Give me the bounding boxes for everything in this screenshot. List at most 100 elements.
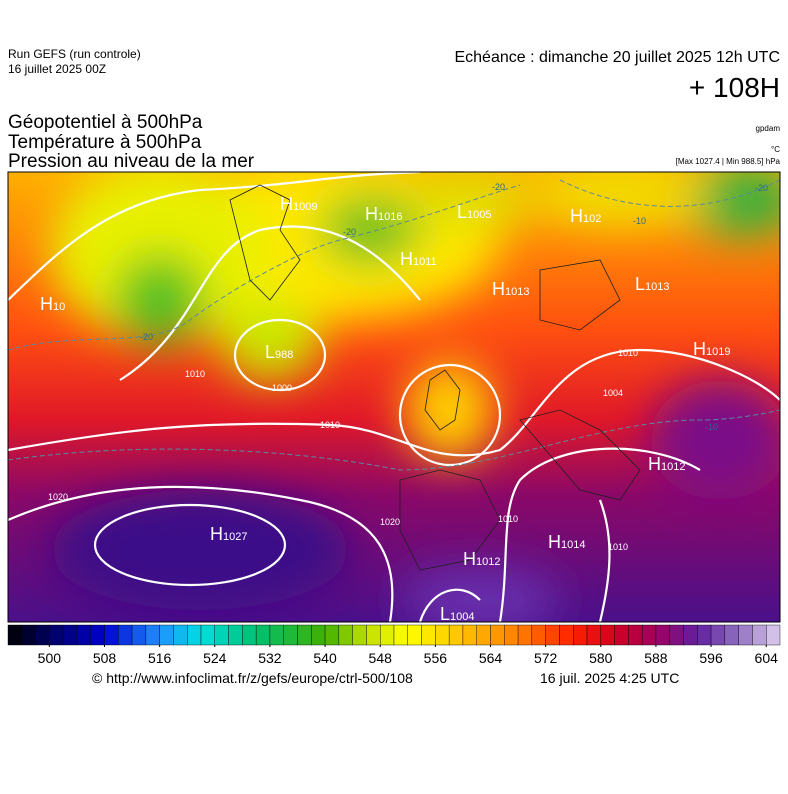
colorbar-swatch bbox=[49, 624, 64, 646]
pressure-center: H1013 bbox=[492, 279, 529, 299]
colorbar-swatch bbox=[269, 624, 284, 646]
colorbar-swatch bbox=[145, 624, 160, 646]
colorbar-swatch bbox=[159, 624, 174, 646]
center-letter: L bbox=[440, 604, 450, 624]
colorbar-swatch bbox=[545, 624, 560, 646]
colorbar-swatch bbox=[7, 624, 22, 646]
pressure-center: H1027 bbox=[210, 524, 247, 544]
colorbar-swatch bbox=[600, 624, 615, 646]
colorbar-swatch bbox=[710, 624, 726, 646]
colorbar-swatch bbox=[76, 624, 91, 646]
field: Pression au niveau de la mer bbox=[8, 151, 255, 172]
colorbar-swatch bbox=[62, 624, 78, 646]
generated: 16 juil. 2025 4:25 UTC bbox=[540, 670, 679, 686]
isobar-label: 1004 bbox=[603, 388, 623, 398]
center-value: 1027 bbox=[223, 531, 247, 543]
colorbar-swatch bbox=[21, 624, 36, 646]
colorbar-swatch bbox=[724, 624, 739, 646]
colorbar-swatch bbox=[517, 624, 533, 646]
isobar-label: 1010 bbox=[320, 420, 340, 430]
center-value: 10 bbox=[53, 301, 65, 313]
pressure-center: H1012 bbox=[463, 549, 500, 569]
colorbar-tick-label: 572 bbox=[534, 650, 558, 666]
colorbar-swatch bbox=[187, 624, 202, 646]
colorbar-swatch bbox=[697, 624, 712, 646]
colorbar-swatch bbox=[669, 624, 684, 646]
colorbar-swatch bbox=[118, 624, 133, 646]
isotherm-label: -20 bbox=[492, 182, 505, 192]
isobar-label: 1020 bbox=[380, 517, 400, 527]
run-date: 16 juillet 2025 00Z bbox=[8, 62, 106, 76]
unit: [Max 1027.4 | Min 988.5] hPa bbox=[676, 157, 781, 166]
center-value: 1004 bbox=[450, 611, 474, 623]
center-value: 1012 bbox=[661, 461, 685, 473]
colorbar-swatch bbox=[448, 624, 464, 646]
isobar-label: 1010 bbox=[608, 542, 628, 552]
colorbar-swatch bbox=[173, 624, 188, 646]
colorbar-swatch bbox=[641, 624, 657, 646]
run: Run GEFS (run controle) bbox=[8, 47, 141, 61]
pressure-center: L988 bbox=[265, 342, 293, 362]
colorbar-tick-label: 556 bbox=[424, 650, 448, 666]
colorbar-swatch bbox=[200, 624, 215, 646]
colorbar-swatch bbox=[90, 624, 105, 646]
pressure-center: H1014 bbox=[548, 532, 585, 552]
center-letter: H bbox=[400, 249, 413, 269]
center-value: 1005 bbox=[467, 209, 491, 221]
colorbar-swatch bbox=[614, 624, 629, 646]
colorbar-swatch bbox=[104, 624, 119, 646]
colorbar-swatch bbox=[421, 624, 436, 646]
center-letter: L bbox=[457, 202, 467, 222]
isobar-label: 1010 bbox=[498, 514, 518, 524]
colorbar-swatch bbox=[380, 624, 395, 646]
colorbar-tick-label: 540 bbox=[313, 650, 337, 666]
colorbar-tick-label: 508 bbox=[93, 650, 117, 666]
isotherm-label: -10 bbox=[633, 216, 646, 226]
center-letter: H bbox=[693, 339, 706, 359]
center-value: 1016 bbox=[378, 211, 402, 223]
map bbox=[8, 172, 780, 622]
pressure-center: L1013 bbox=[635, 274, 670, 294]
colorbar-swatch bbox=[738, 624, 753, 646]
isobar-label: 1010 bbox=[185, 369, 205, 379]
center-letter: H bbox=[463, 549, 476, 569]
source: © http://www.infoclimat.fr/z/gefs/europe… bbox=[92, 670, 413, 686]
colorbar-tick-label: 524 bbox=[203, 650, 227, 666]
colorbar-swatch bbox=[255, 624, 271, 646]
colorbar-swatch bbox=[531, 624, 546, 646]
pressure-center: H1012 bbox=[648, 454, 685, 474]
colorbar-tick-label: 500 bbox=[38, 650, 62, 666]
center-value: 1013 bbox=[505, 286, 529, 298]
isotherm-label: -20 bbox=[755, 183, 768, 193]
center-letter: H bbox=[648, 454, 661, 474]
pressure-center: H1016 bbox=[365, 204, 402, 224]
lead-time: + 108H bbox=[689, 72, 780, 103]
colorbar-swatch bbox=[462, 624, 477, 646]
colorbar-tick-label: 588 bbox=[644, 650, 668, 666]
colorbar-tick-label: 596 bbox=[699, 650, 723, 666]
colorbar-swatch bbox=[311, 624, 326, 646]
colorbar-swatch bbox=[242, 624, 257, 646]
colorbar-swatch bbox=[214, 624, 229, 646]
center-value: 1011 bbox=[413, 256, 437, 268]
center-value: 988 bbox=[275, 349, 293, 361]
center-letter: H bbox=[548, 532, 561, 552]
colorbar-swatch bbox=[752, 624, 767, 646]
pressure-center: H1019 bbox=[693, 339, 730, 359]
unit: °C bbox=[771, 145, 780, 154]
pressure-center: L1004 bbox=[440, 604, 475, 624]
colorbar-swatch bbox=[393, 624, 408, 646]
colorbar-swatch bbox=[131, 624, 147, 646]
colorbar-swatch bbox=[366, 624, 381, 646]
colorbar-swatch bbox=[490, 624, 505, 646]
colorbar-swatch bbox=[766, 624, 781, 646]
center-letter: L bbox=[635, 274, 645, 294]
colorbar-swatch bbox=[297, 624, 312, 646]
center-letter: H bbox=[365, 204, 378, 224]
center-letter: L bbox=[265, 342, 275, 362]
colorbar-swatch bbox=[435, 624, 450, 646]
center-letter: H bbox=[492, 279, 505, 299]
colorbar-swatch bbox=[573, 624, 588, 646]
colorbar-swatch bbox=[586, 624, 601, 646]
